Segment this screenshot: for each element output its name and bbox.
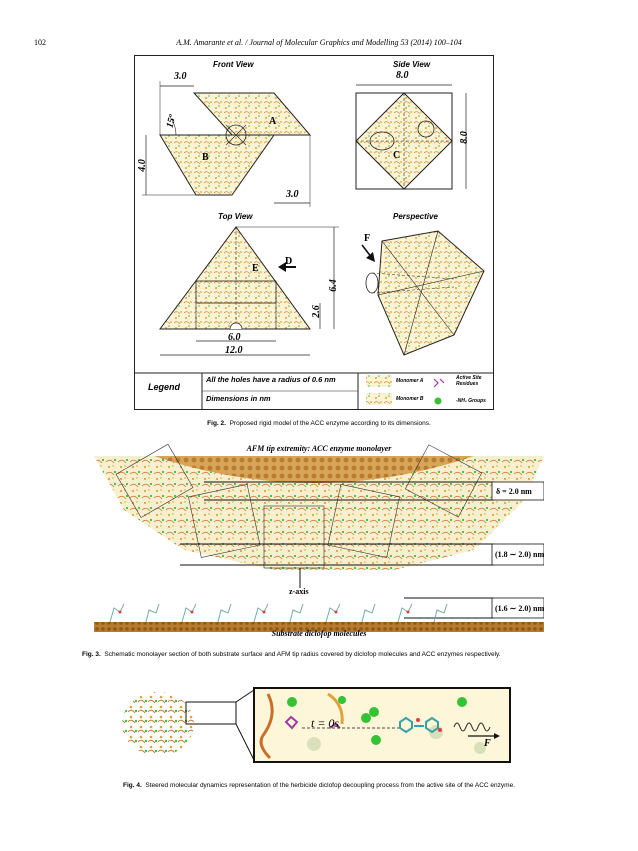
side-view-label: Side View [393, 60, 431, 69]
legend-holes: All the holes have a radius of 0.6 nm [206, 375, 336, 384]
label-A: A [269, 116, 277, 127]
dim-side-right: 8.0 [458, 131, 470, 144]
legend-title: Legend [148, 382, 181, 392]
fig3-substrate: Substrate diclofop molecules [271, 629, 367, 638]
dim-top-h2: 2.6 [310, 305, 322, 318]
fig3-drawing [94, 443, 544, 632]
label-C: C [393, 150, 401, 161]
fig2-caption-label: Fig. 2. [207, 420, 226, 427]
dim-top-h1: 6.4 [327, 279, 339, 292]
dim-front-bottom: 3.0 [286, 189, 299, 200]
top-view-label: Top View [218, 212, 253, 221]
fig3-zaxis: z-axis [289, 587, 309, 596]
fig4-force: F [484, 738, 491, 749]
legend-nh2: -NH₂ Groups [456, 398, 486, 404]
label-F: F [364, 233, 371, 244]
fig3-range1: (1.8 ∼ 2.0) nm [495, 550, 545, 559]
fig4-time: t = 0s [311, 716, 340, 730]
fig2-caption: Fig. 2. Proposed rigid model of the ACC … [0, 420, 638, 427]
fig4-caption: Fig. 4. Steered molecular dynamics repre… [0, 782, 638, 789]
label-B: B [202, 152, 209, 163]
fig4-caption-text: Steered molecular dynamics representatio… [145, 782, 516, 789]
front-view-drawing [134, 81, 494, 410]
label-D: D [285, 256, 293, 267]
fig3-caption-text: Schematic monolayer section of both subs… [104, 651, 501, 658]
perspective-label: Perspective [393, 212, 438, 221]
fig4-caption-label: Fig. 4. [122, 782, 142, 789]
journal-header: A.M. Amarante et al. / Journal of Molecu… [176, 38, 462, 47]
fig3-caption-label: Fig. 3. [82, 651, 101, 658]
dim-top-base: 12.0 [225, 345, 243, 356]
fig4-drawing [122, 687, 511, 763]
fig3-range2: (1.6 ∼ 2.0) nm [495, 604, 545, 613]
dim-top-inner: 6.0 [228, 332, 241, 343]
dim-side-top: 8.0 [396, 70, 409, 81]
label-E: E [252, 263, 259, 274]
front-view-label: Front View [213, 60, 254, 69]
fig3-delta: δ = 2.0 nm [496, 487, 532, 496]
dim-front-left: 4.0 [136, 159, 148, 172]
legend-active-site: Active Site Residues [456, 375, 482, 387]
fig3-title: AFM tip extremity: ACC enzyme monolayer [246, 444, 392, 453]
legend-monomer-b: Monomer B [396, 396, 424, 402]
figure-2-frame [134, 55, 494, 410]
legend-dimensions: Dimensions in nm [206, 394, 271, 403]
fig3-caption: Fig. 3. Schematic monolayer section of b… [82, 651, 562, 658]
legend-monomer-a: Monomer A [396, 378, 424, 384]
page-number: 102 [34, 38, 46, 47]
dim-front-top: 3.0 [174, 71, 187, 82]
fig2-caption-text: Proposed rigid model of the ACC enzyme a… [229, 420, 431, 427]
